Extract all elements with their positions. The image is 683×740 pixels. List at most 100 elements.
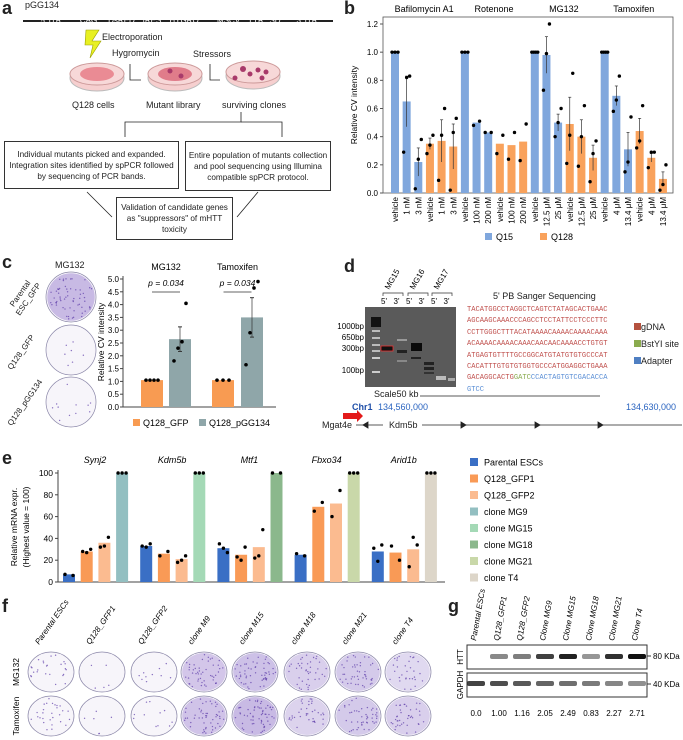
colony [370,709,373,711]
colony [138,674,140,677]
colony [343,673,346,675]
plate-stain [182,697,226,735]
ratio-value: 2.27 [606,709,622,718]
ratio-value: 0.0 [470,709,482,718]
colony [234,716,237,719]
legend-swatch [470,540,478,549]
bar [507,145,516,193]
colony [418,710,421,712]
plate-stain [233,653,277,691]
legend-label: clone MG21 [484,557,533,567]
x-tick-label: 100 nM [473,197,482,224]
plate-f [180,695,228,737]
data-point [148,542,152,546]
colony [305,713,308,715]
colony [49,673,51,676]
column-label: Q128_GFP1 [84,604,117,646]
colony [371,682,373,684]
colony [258,707,261,709]
colony [191,685,194,688]
colony [305,683,308,686]
colony [56,707,58,709]
colony [93,717,95,720]
end-label: 3' [444,297,450,306]
seq-line: AGCAAGCAAACCCAGCCTCCTATTCCTCCCTTC [467,317,608,326]
data-point [611,109,616,114]
colony [105,664,107,667]
colony [309,661,312,663]
colony [323,675,326,677]
legend-label: Q128_GFP1 [484,474,535,484]
lane-label: Parental ESCs [469,588,487,641]
colony [351,666,354,668]
hygromycin-label: Hygromycin [112,48,160,58]
data-point [63,572,67,577]
end-label: 5' [431,297,437,306]
colony [185,676,187,678]
colony [366,706,369,709]
colony [301,702,304,704]
colony [293,716,296,719]
colony [366,715,368,718]
colony [288,717,291,719]
colony [356,728,358,731]
data-point [518,158,522,163]
plasmid-segment-ires: IRES [142,16,162,25]
colony [42,712,44,714]
colony [301,662,303,665]
data-point [451,130,455,135]
column-label: clone M18 [289,610,318,646]
colony [218,711,220,713]
plate-dish [130,651,178,693]
dish-surviving-clones [225,60,281,90]
data-point [102,544,107,548]
colony [66,291,69,293]
gene-title: Mtf1 [241,455,259,465]
ratio-value: 2.49 [560,709,576,718]
colony [254,672,257,674]
colony [253,706,256,709]
data-point [536,50,540,54]
colony [307,672,310,675]
colony [311,698,313,700]
data-point [433,471,437,475]
colony [210,722,212,724]
colony [199,698,202,700]
htt-band [628,654,646,659]
colony [365,713,367,716]
colony [72,316,75,319]
colony [56,704,58,707]
plot-frame [382,16,674,194]
bar [530,52,539,193]
chart-e: 0 20 40 60 80 100 Relative mRNA expr. (Highest … [9,455,544,587]
data-point [541,88,546,92]
colony [209,700,212,702]
gene-title: Kdm5b [158,455,187,465]
bar [217,548,230,582]
colony [404,665,406,667]
colony [54,683,57,686]
colony [72,341,74,343]
data-point [197,471,201,475]
colony [338,709,340,711]
colony [295,667,298,670]
colony [357,726,360,729]
colony [163,709,166,712]
colony [273,717,275,719]
colony [209,674,212,677]
x-tick-label: 13.4 μM [659,197,668,226]
legend-swatch [470,474,478,483]
colony [262,723,265,726]
colony [298,711,300,714]
bar [460,52,469,193]
data-point [253,556,257,560]
plate-dish [334,695,382,737]
colony [308,684,310,687]
data-point [352,471,356,475]
colony [413,670,415,672]
data-point [634,146,639,150]
colony [205,726,207,729]
colony [308,719,310,721]
colony [73,297,75,300]
